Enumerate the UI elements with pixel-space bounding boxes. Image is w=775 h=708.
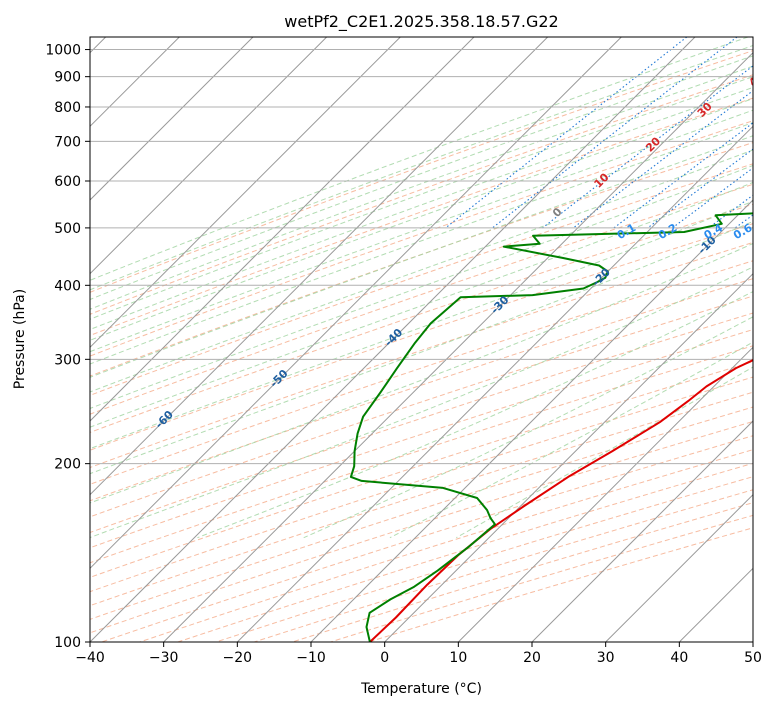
moist-adiabat-line bbox=[90, 135, 753, 378]
y-tick-label: 300 bbox=[54, 352, 81, 368]
dry-adiabat-line bbox=[101, 435, 753, 642]
isotherm-line bbox=[384, 272, 753, 642]
moist-adiabat-line bbox=[90, 242, 753, 504]
mixing-ratio-line bbox=[672, 167, 753, 229]
dry-adiabat-line bbox=[90, 241, 753, 469]
x-tick-label: −40 bbox=[75, 650, 105, 666]
mixing-ratio-line bbox=[542, 65, 753, 229]
moist-adiabat-line bbox=[90, 55, 753, 301]
isotherm-line bbox=[90, 37, 328, 275]
dry-adiabat-line bbox=[90, 345, 753, 564]
x-tick-label: 50 bbox=[744, 650, 762, 666]
y-tick-label: 1000 bbox=[45, 43, 81, 59]
moist-adiabat-line bbox=[90, 200, 753, 450]
dry-adiabat-line bbox=[90, 278, 753, 502]
dry-adiabat-line bbox=[90, 376, 753, 593]
isotherm-line bbox=[90, 37, 696, 642]
moist-adiabat-line bbox=[90, 86, 753, 331]
isotherm-label: -70 bbox=[30, 457, 53, 480]
y-tick-label: 400 bbox=[54, 278, 81, 294]
y-tick-label: 700 bbox=[54, 134, 81, 150]
dry-adiabat-line bbox=[90, 295, 753, 518]
y-tick-label: 800 bbox=[54, 100, 81, 116]
moist-adiabat-line bbox=[90, 44, 753, 291]
moist-adiabat-line bbox=[90, 37, 749, 281]
mixing-ratio-line bbox=[613, 122, 753, 229]
moist-adiabat-line bbox=[90, 164, 753, 409]
dry-adiabat-line bbox=[90, 163, 753, 396]
dry-adiabat-line bbox=[90, 391, 753, 607]
y-tick-label: 900 bbox=[54, 70, 81, 86]
dry-adiabat-line bbox=[177, 462, 753, 642]
moist-adiabat-line bbox=[90, 122, 753, 365]
x-tick-label: −30 bbox=[149, 650, 179, 666]
x-axis-label: Temperature (°C) bbox=[360, 681, 482, 697]
isotherm-line bbox=[310, 199, 753, 642]
moist-adiabat-line bbox=[197, 291, 753, 539]
x-tick-label: 10 bbox=[449, 650, 467, 666]
plot-frame bbox=[89, 36, 754, 643]
isotherm-line bbox=[163, 51, 753, 642]
moist-adiabat-line bbox=[90, 109, 753, 353]
dry-adiabat-line bbox=[90, 329, 753, 549]
mixing-ratio-line bbox=[734, 214, 753, 229]
y-axis-label: Pressure (hPa) bbox=[12, 289, 28, 389]
x-tick-label: 20 bbox=[523, 650, 541, 666]
series-layer bbox=[349, 212, 753, 642]
grid bbox=[90, 37, 753, 642]
moist-adiabat-line bbox=[90, 76, 753, 320]
temperature-line bbox=[369, 359, 753, 642]
moist-adiabat-line bbox=[90, 65, 753, 310]
dry-adiabat-line bbox=[215, 476, 753, 642]
moist-adiabat-line bbox=[389, 341, 753, 539]
dry-adiabat-line bbox=[368, 527, 753, 642]
axes: −40 −30 −20 −10 0 10 20 30 40 50 100 200 300 400 500 60… bbox=[45, 43, 762, 666]
y-tick-label: 100 bbox=[54, 635, 81, 651]
isotherm-line bbox=[90, 37, 475, 422]
moist-adiabat-line bbox=[90, 220, 753, 475]
dry-adiabat-line bbox=[90, 142, 753, 377]
dry-adiabat-line bbox=[90, 312, 753, 534]
dry-adiabat-label: 40 bbox=[746, 69, 766, 89]
dry-adiabat-line bbox=[90, 361, 753, 578]
mixing-ratio-line bbox=[492, 37, 738, 229]
y-tick-label: 200 bbox=[54, 457, 81, 473]
isotherm-line bbox=[90, 37, 401, 349]
x-tick-label: −20 bbox=[223, 650, 253, 666]
isotherm-line bbox=[90, 37, 254, 201]
x-tick-label: 30 bbox=[597, 650, 615, 666]
isotherm-line bbox=[236, 125, 753, 642]
chart-title: wetPf2_C2E1.2025.358.18.57.G22 bbox=[284, 12, 558, 32]
moist-adiabat-line bbox=[90, 181, 753, 428]
mixing-ratio-line bbox=[572, 89, 753, 229]
y-tick-label: 500 bbox=[54, 221, 81, 237]
isotherm-line bbox=[678, 567, 753, 642]
moist-adiabat-line bbox=[456, 366, 753, 539]
dewpoint-line bbox=[349, 212, 753, 642]
isotherm-line bbox=[457, 346, 753, 642]
x-tick-label: 0 bbox=[380, 650, 389, 666]
dry-adiabat-line bbox=[90, 97, 753, 337]
isotherm-line bbox=[605, 493, 753, 642]
isotherm-line bbox=[531, 420, 753, 642]
x-tick-label: 40 bbox=[670, 650, 688, 666]
isotherm-line bbox=[752, 641, 753, 642]
dry-adiabat-line bbox=[90, 50, 753, 293]
x-tick-label: −10 bbox=[296, 650, 326, 666]
isotherm-line bbox=[90, 37, 622, 570]
y-tick-label: 600 bbox=[54, 174, 81, 190]
moist-adiabat-line bbox=[90, 149, 753, 393]
isotherm-line bbox=[90, 37, 549, 496]
moist-adiabat-line bbox=[90, 266, 753, 539]
